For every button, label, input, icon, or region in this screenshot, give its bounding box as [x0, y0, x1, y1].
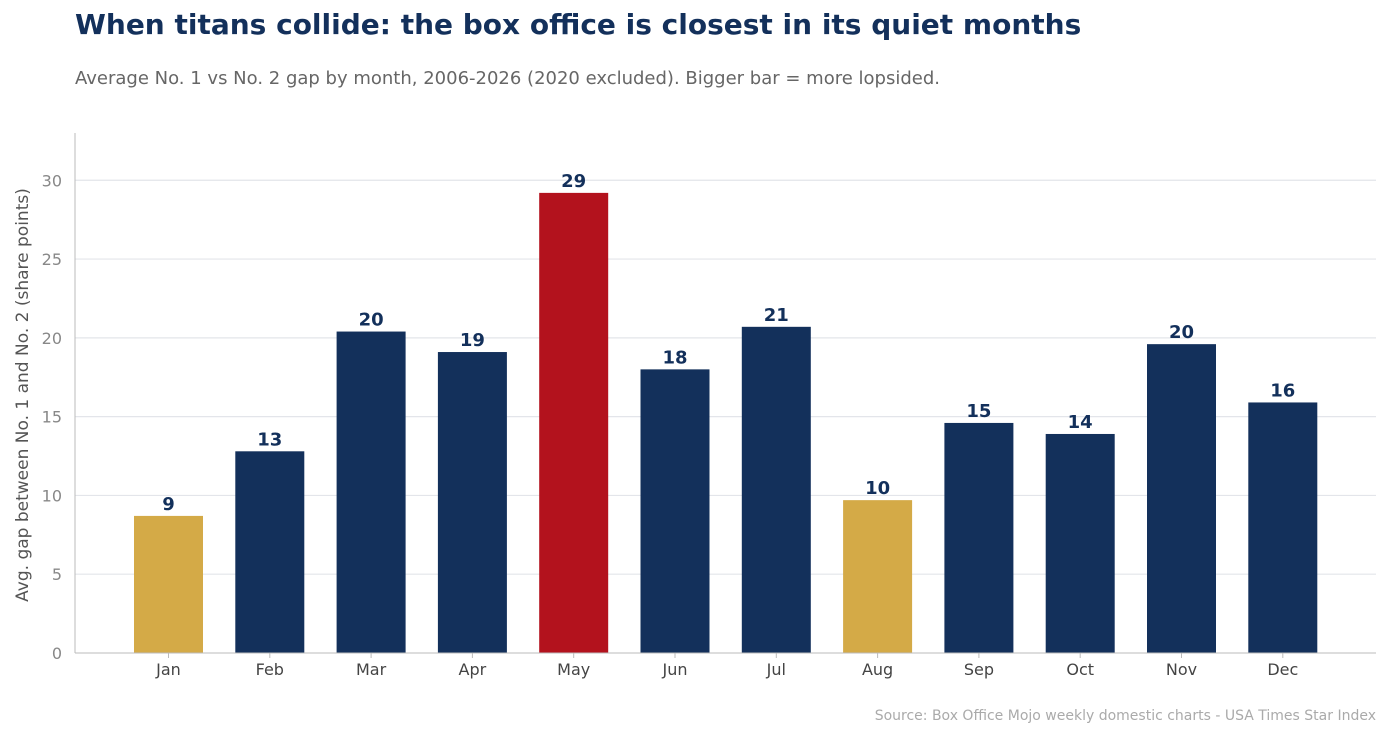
data-label: 20	[1169, 322, 1194, 343]
bar-may	[539, 192, 609, 653]
y-tick-labels: 0 5 10 15 20 25 30	[42, 171, 62, 663]
bar-sep	[944, 422, 1014, 653]
source-note: Source: Box Office Mojo weekly domestic …	[874, 708, 1376, 724]
data-label: 13	[257, 429, 282, 450]
data-label: 10	[865, 478, 890, 499]
bar-jan	[134, 515, 203, 653]
data-label: 20	[359, 310, 384, 331]
x-tick-label: May	[557, 660, 590, 679]
x-tick-label: Oct	[1066, 660, 1094, 679]
y-tick-label: 25	[42, 250, 62, 269]
bar-mar	[336, 331, 406, 653]
bar-aug	[843, 500, 913, 653]
data-label: 9	[162, 494, 175, 515]
x-tick-label: Apr	[459, 660, 487, 679]
data-label: 21	[764, 305, 789, 326]
x-tick-labels: Jan Feb Mar Apr May Jun Jul Aug Sep Oct Nov Dec	[155, 653, 1298, 679]
bar-oct	[1045, 433, 1115, 653]
data-label: 16	[1270, 380, 1295, 401]
x-tick-label: Sep	[964, 660, 994, 679]
data-label: 15	[966, 401, 991, 422]
bar-jun	[640, 369, 710, 653]
data-label: 14	[1068, 412, 1093, 433]
bar-jul	[741, 326, 811, 653]
data-labels: 9 13 20 19 29 18 21 10 15 14 20 16	[162, 171, 1295, 515]
bar-feb	[235, 451, 305, 653]
y-tick-label: 10	[42, 486, 62, 505]
bar-dec	[1248, 402, 1318, 653]
chart-title: When titans collide: the box office is c…	[75, 8, 1082, 41]
bar-apr	[437, 352, 507, 653]
x-tick-label: Nov	[1166, 660, 1197, 679]
bar-nov	[1147, 344, 1216, 653]
x-tick-label: Jul	[766, 660, 786, 679]
y-tick-label: 5	[52, 565, 62, 584]
x-tick-label: Aug	[862, 660, 893, 679]
data-label: 29	[561, 171, 586, 192]
data-label: 18	[662, 347, 687, 368]
bars	[134, 192, 1318, 653]
y-tick-label: 30	[42, 171, 62, 190]
y-tick-label: 20	[42, 329, 62, 348]
data-label: 19	[460, 330, 485, 351]
x-tick-label: Mar	[356, 660, 387, 679]
x-tick-label: Jun	[662, 660, 688, 679]
x-tick-label: Feb	[256, 660, 284, 679]
x-tick-label: Dec	[1267, 660, 1298, 679]
y-tick-label: 15	[42, 408, 62, 427]
x-tick-label: Jan	[155, 660, 181, 679]
chart-subtitle: Average No. 1 vs No. 2 gap by month, 200…	[75, 68, 940, 89]
y-tick-label: 0	[52, 644, 62, 663]
y-axis-label: Avg. gap between No. 1 and No. 2 (share …	[13, 188, 33, 602]
